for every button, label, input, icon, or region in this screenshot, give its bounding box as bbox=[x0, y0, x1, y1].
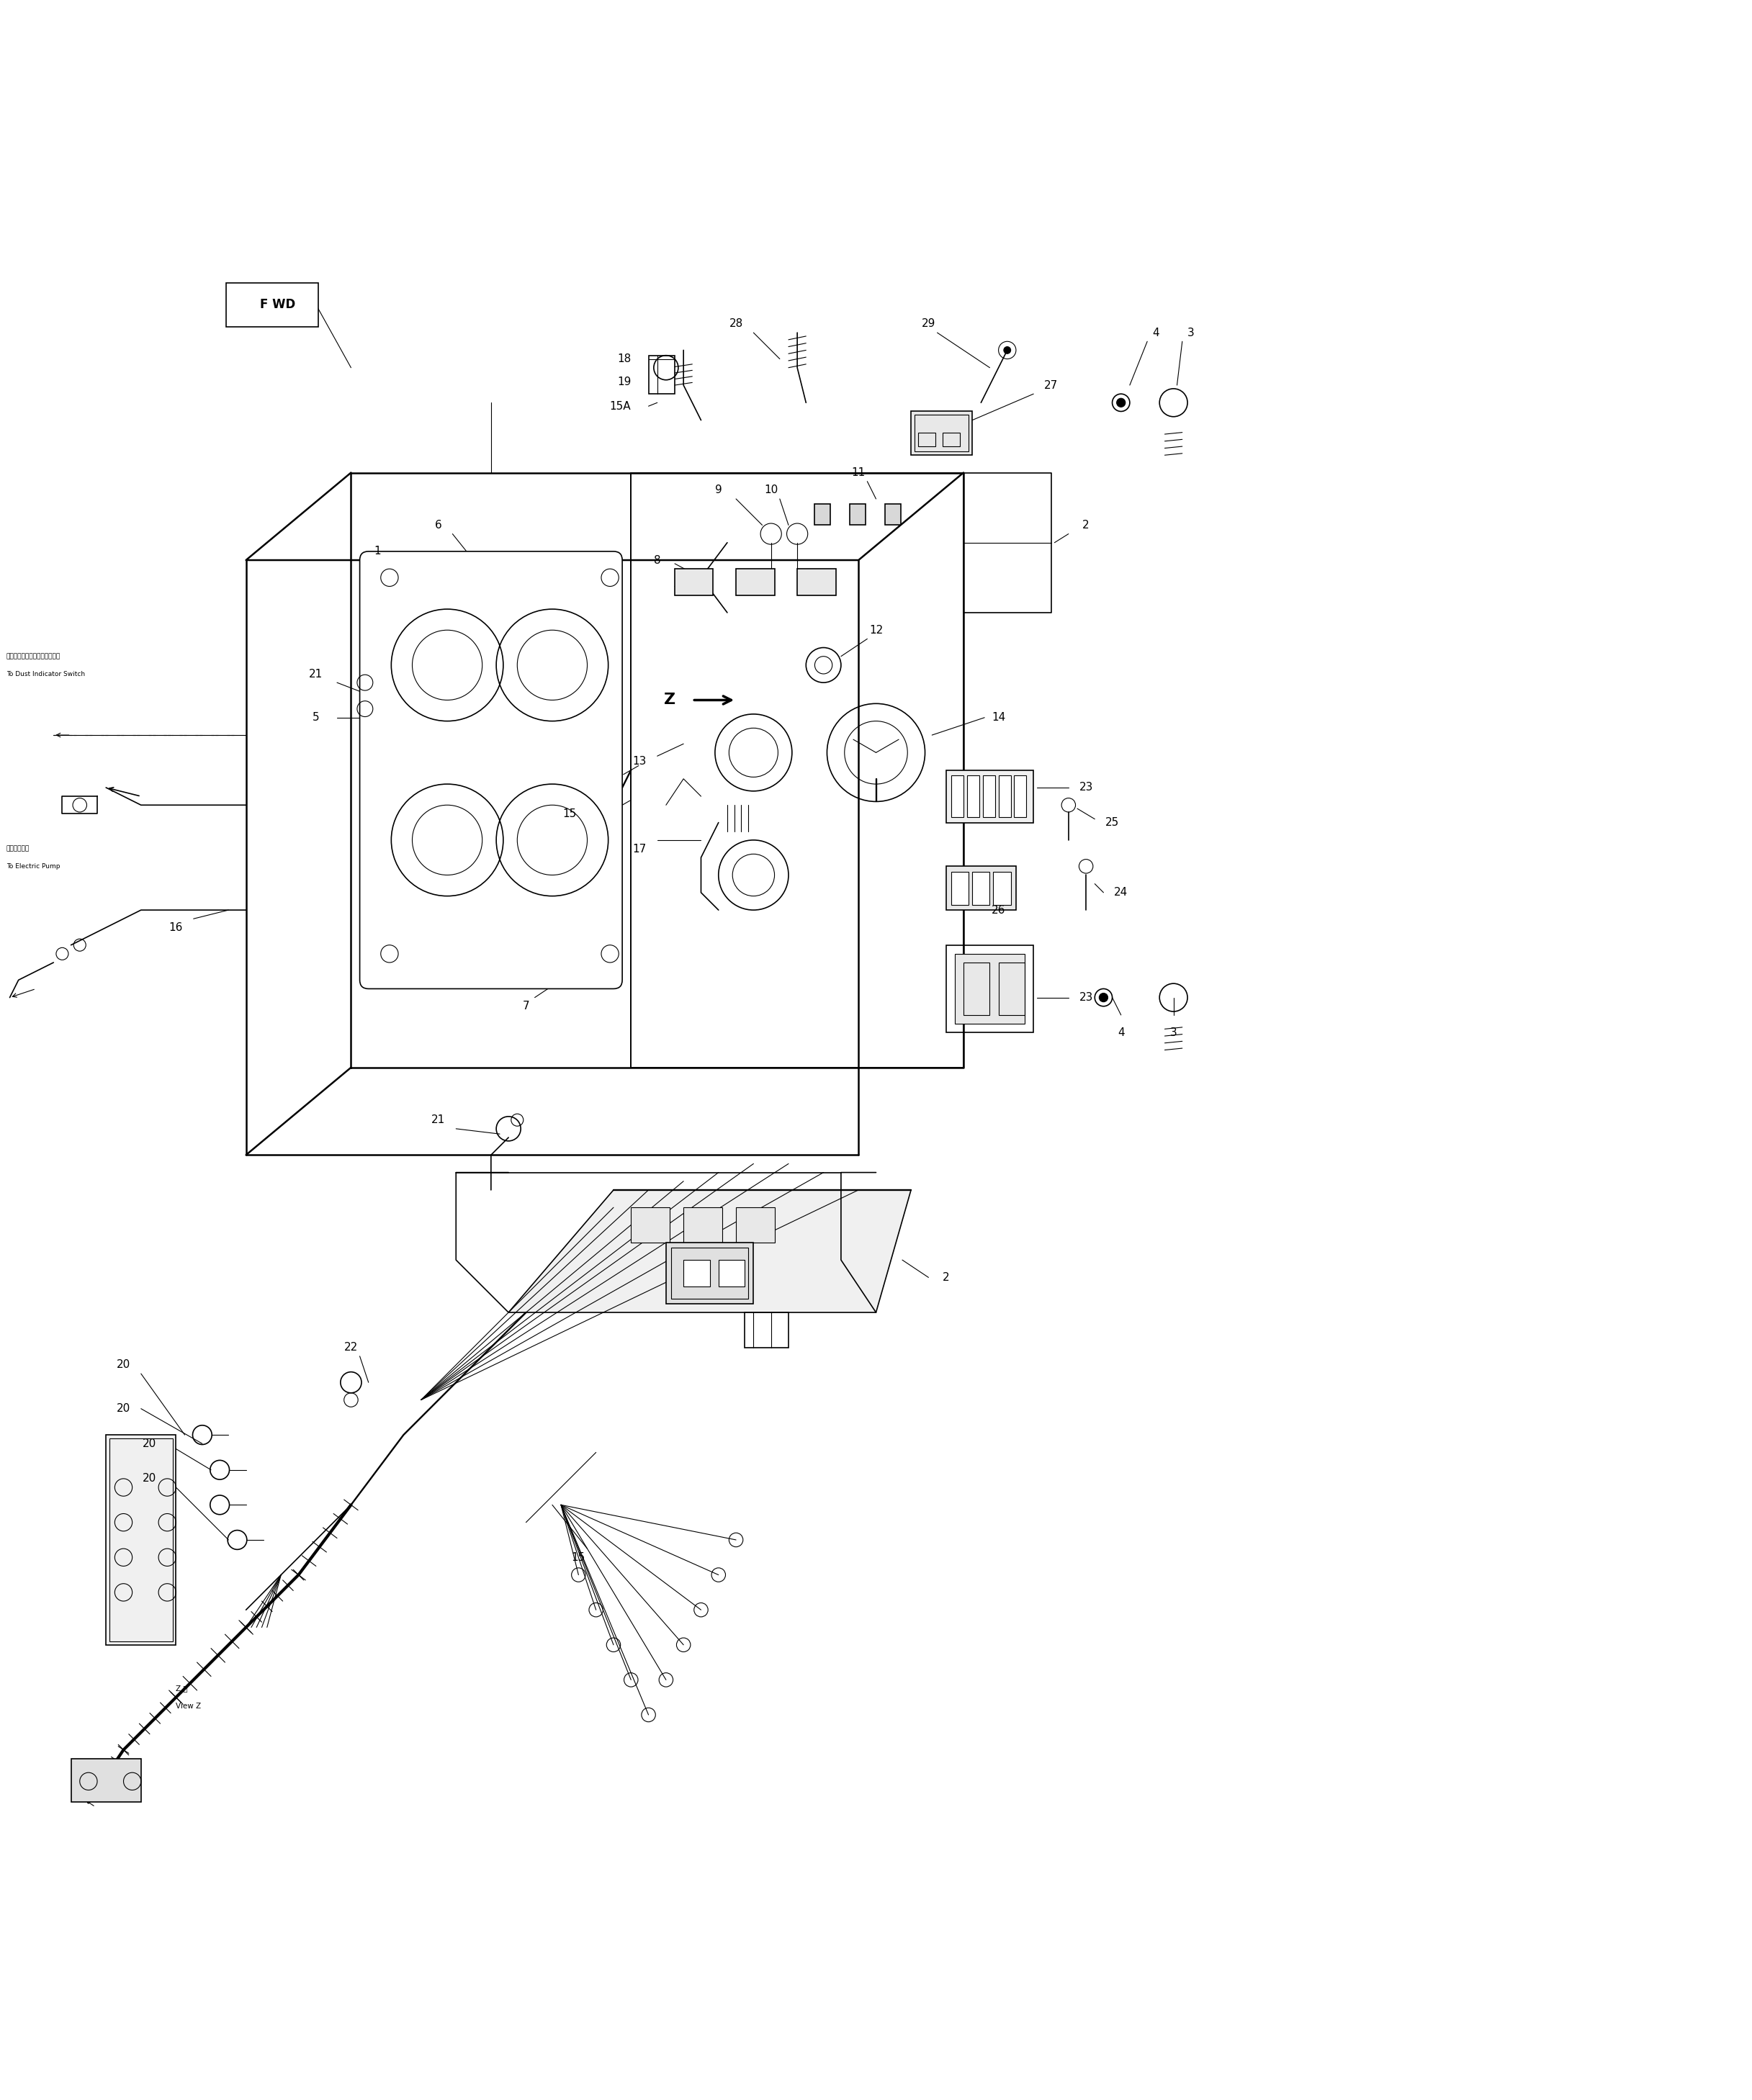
Text: View Z: View Z bbox=[175, 1703, 201, 1709]
Bar bbox=[1014, 775, 1027, 817]
Bar bbox=[683, 1208, 722, 1243]
Text: 26: 26 bbox=[992, 905, 1006, 916]
Bar bbox=[983, 775, 995, 817]
Text: ダストインジケータスイッチへ: ダストインジケータスイッチへ bbox=[7, 653, 60, 659]
Circle shape bbox=[1004, 346, 1011, 353]
Text: 14: 14 bbox=[992, 712, 1006, 722]
Text: 6: 6 bbox=[434, 519, 442, 531]
Text: 19: 19 bbox=[617, 376, 631, 386]
Bar bbox=[110, 1439, 172, 1642]
Bar bbox=[967, 775, 979, 817]
Bar bbox=[915, 416, 969, 452]
Bar bbox=[946, 867, 1016, 909]
Text: 29: 29 bbox=[922, 319, 936, 330]
Bar bbox=[943, 433, 960, 447]
Bar bbox=[72, 1758, 140, 1802]
Bar bbox=[946, 771, 1034, 823]
Bar bbox=[815, 504, 830, 525]
Text: 13: 13 bbox=[632, 756, 646, 766]
Text: 23: 23 bbox=[1079, 781, 1093, 794]
Text: 4: 4 bbox=[1118, 1027, 1125, 1037]
Bar bbox=[797, 569, 836, 594]
Bar bbox=[631, 1208, 669, 1243]
Text: Z: Z bbox=[664, 693, 675, 708]
Bar bbox=[107, 1434, 175, 1644]
Bar bbox=[955, 953, 1025, 1025]
Text: 3: 3 bbox=[1188, 328, 1195, 338]
Bar bbox=[951, 775, 964, 817]
Text: 2: 2 bbox=[1083, 519, 1090, 531]
Text: To Electric Pump: To Electric Pump bbox=[7, 863, 60, 869]
Circle shape bbox=[1099, 993, 1107, 1002]
Text: 8: 8 bbox=[653, 554, 661, 565]
Bar bbox=[666, 1243, 753, 1304]
Text: 12: 12 bbox=[869, 624, 883, 636]
Text: 11: 11 bbox=[851, 466, 865, 479]
Bar bbox=[999, 775, 1011, 817]
Text: 5: 5 bbox=[312, 712, 319, 722]
Bar bbox=[972, 871, 990, 905]
Text: 22: 22 bbox=[343, 1342, 357, 1352]
Text: Z 視: Z 視 bbox=[175, 1684, 187, 1693]
Bar bbox=[648, 355, 675, 395]
Text: F WD: F WD bbox=[259, 298, 296, 311]
Text: 9: 9 bbox=[715, 485, 722, 496]
Bar bbox=[885, 504, 901, 525]
Bar bbox=[993, 871, 1011, 905]
Bar bbox=[683, 1260, 710, 1285]
Text: 16: 16 bbox=[168, 922, 182, 932]
Circle shape bbox=[1116, 399, 1125, 407]
Text: 7: 7 bbox=[522, 1002, 529, 1012]
Bar bbox=[850, 504, 865, 525]
Bar bbox=[918, 433, 936, 447]
Text: 25: 25 bbox=[1106, 817, 1120, 827]
Bar bbox=[964, 962, 990, 1014]
Text: 17: 17 bbox=[632, 844, 646, 855]
Text: 21: 21 bbox=[308, 668, 322, 678]
Bar bbox=[951, 871, 969, 905]
Text: 20: 20 bbox=[117, 1359, 130, 1371]
Text: 電動ポンプへ: 電動ポンプへ bbox=[7, 846, 30, 853]
FancyBboxPatch shape bbox=[226, 284, 319, 328]
Text: 21: 21 bbox=[431, 1115, 445, 1126]
Bar bbox=[745, 1312, 788, 1348]
Text: 20: 20 bbox=[117, 1403, 130, 1413]
Bar bbox=[718, 1260, 745, 1285]
Text: 20: 20 bbox=[144, 1439, 156, 1449]
FancyBboxPatch shape bbox=[359, 552, 622, 989]
Text: 15A: 15A bbox=[610, 401, 631, 412]
Text: To Dust Indicator Switch: To Dust Indicator Switch bbox=[7, 670, 84, 676]
Text: 3: 3 bbox=[1170, 1027, 1177, 1037]
Text: 27: 27 bbox=[1044, 380, 1058, 391]
Bar bbox=[999, 962, 1025, 1014]
Text: 18: 18 bbox=[617, 353, 631, 363]
Bar bbox=[946, 945, 1034, 1033]
Bar bbox=[671, 1247, 748, 1298]
Text: 15: 15 bbox=[571, 1552, 585, 1562]
Text: 2: 2 bbox=[943, 1273, 950, 1283]
Text: 10: 10 bbox=[764, 485, 778, 496]
Text: 4: 4 bbox=[1153, 328, 1160, 338]
Polygon shape bbox=[508, 1191, 911, 1312]
Text: 1: 1 bbox=[373, 546, 380, 557]
Text: 28: 28 bbox=[729, 319, 743, 330]
Bar bbox=[675, 569, 713, 594]
Bar bbox=[736, 569, 774, 594]
Text: 20: 20 bbox=[144, 1474, 156, 1485]
Bar bbox=[911, 412, 972, 456]
Text: 24: 24 bbox=[1114, 886, 1128, 899]
Bar bbox=[736, 1208, 774, 1243]
Text: 15: 15 bbox=[562, 809, 576, 819]
Text: 23: 23 bbox=[1079, 991, 1093, 1004]
